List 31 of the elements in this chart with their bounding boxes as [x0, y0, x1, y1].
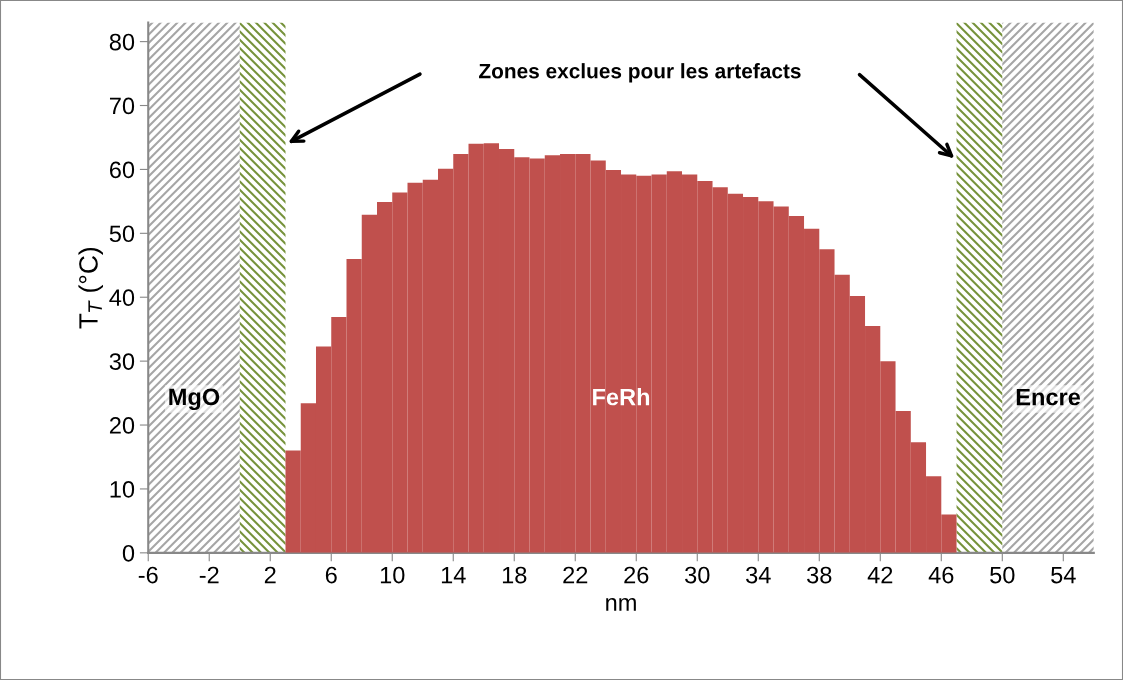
- x-tick-label: 2: [264, 566, 276, 584]
- band-label: Encre: [1016, 388, 1081, 406]
- series-label: FeRh: [593, 388, 650, 406]
- x-axis-title: nm: [606, 598, 636, 611]
- x-tick-label: 22: [563, 566, 588, 584]
- x-tick-label: 50: [990, 566, 1015, 584]
- y-tick-label: 60: [109, 161, 135, 179]
- x-tick-label: 10: [380, 566, 405, 584]
- y-tick-label: 10: [110, 481, 135, 498]
- x-tick-label: 26: [624, 566, 649, 584]
- x-tick-label: 46: [928, 566, 954, 584]
- x-tick-label: 30: [685, 566, 710, 584]
- x-tick-label: 18: [502, 566, 527, 584]
- x-tick-label: -2: [199, 566, 219, 584]
- band-label: MgO: [169, 388, 220, 411]
- y-tick-label: 20: [109, 417, 135, 434]
- y-axis-title: T$_{T}$ (°C): [78, 247, 104, 329]
- y-tick-label: 80: [109, 33, 135, 51]
- annotation: Zones exclues pour les artefacts: [479, 63, 801, 83]
- y-tick-label: 40: [109, 289, 135, 307]
- y-tick-label: 0: [122, 544, 135, 562]
- x-tick-label: 34: [746, 566, 771, 584]
- x-tick-label: 38: [807, 566, 832, 584]
- y-tick-label: 70: [109, 97, 135, 115]
- x-tick-label: -6: [138, 566, 158, 584]
- y-tick-label: 30: [109, 353, 135, 370]
- x-tick-label: 54: [1051, 566, 1076, 584]
- x-tick-label: 6: [325, 566, 337, 584]
- x-tick-label: 42: [867, 566, 893, 584]
- y-tick-label: 50: [109, 225, 135, 243]
- x-tick-label: 14: [441, 566, 466, 584]
